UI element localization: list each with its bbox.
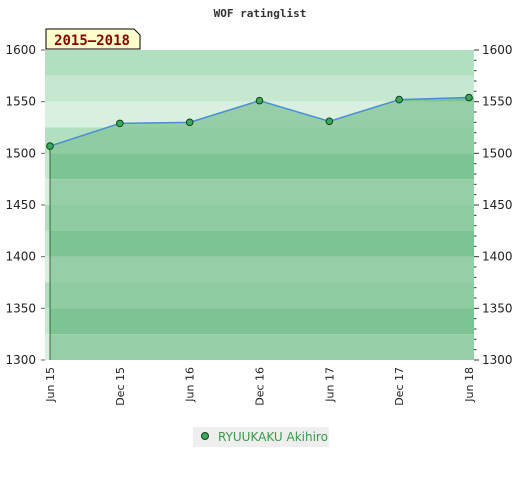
data-point: [325, 117, 334, 126]
chart-title: WOF ratinglist: [214, 7, 307, 20]
data-point: [255, 96, 264, 105]
y-tick-label: 1400: [5, 250, 36, 264]
y-tick-label: 1550: [5, 95, 36, 109]
y-tick-label-right: 1500: [482, 146, 513, 160]
y-tick-label-right: 1300: [482, 353, 513, 367]
y-tick-label: 1600: [5, 43, 36, 57]
legend-marker: [201, 432, 209, 440]
data-point: [185, 118, 194, 127]
period-label: 2015–2018: [54, 33, 130, 49]
y-tick-label: 1450: [5, 198, 36, 212]
y-tick-label: 1350: [5, 301, 36, 315]
data-point: [395, 95, 403, 104]
y-tick-label-right: 1450: [482, 198, 513, 212]
y-tick-label-right: 1400: [482, 250, 513, 264]
x-tick-label: Dec 17: [393, 367, 406, 406]
data-point: [116, 119, 124, 128]
x-tick-label: Dec 16: [254, 367, 267, 406]
x-tick-label: Dec 15: [114, 367, 127, 406]
data-point: [46, 142, 54, 150]
y-tick-label-right: 1350: [482, 301, 513, 315]
data-point: [465, 93, 473, 102]
x-tick-label: Jun 15: [44, 367, 57, 403]
x-tick-label: Jun 18: [463, 367, 476, 403]
y-tick-label: 1500: [5, 146, 36, 160]
axes: 1300 1300 1350 1350 1400 1400 1450 1450 1500 1500…: [5, 43, 512, 406]
x-tick-label: Jun 17: [323, 367, 336, 403]
x-tick-label: Jun 16: [184, 367, 197, 403]
legend-label: RYUUKAKU Akihiro: [218, 430, 328, 444]
y-tick-label-right: 1600: [482, 43, 513, 57]
series-area: [50, 97, 474, 360]
y-tick-label: 1300: [5, 353, 36, 367]
legend: RYUUKAKU Akihiro: [193, 427, 329, 447]
area-layer: [46, 93, 474, 360]
period-badge: 2015–2018: [45, 28, 141, 50]
y-tick-label-right: 1550: [482, 95, 513, 109]
